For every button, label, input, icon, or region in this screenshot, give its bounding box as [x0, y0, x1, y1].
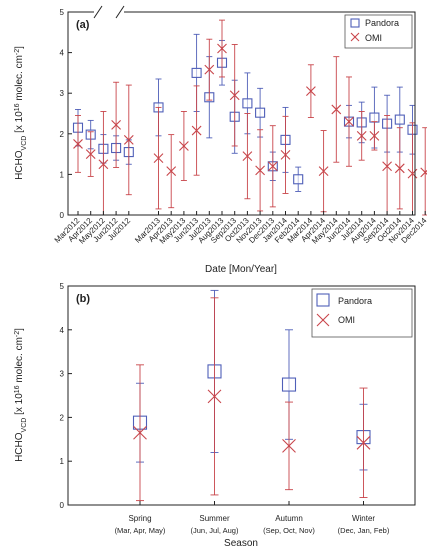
panel-a-xlabel: Date [Mon/Year] — [205, 264, 277, 275]
y-tick-label: 0 — [60, 211, 65, 220]
x-tick-sublabel: (Dec, Jan, Feb) — [338, 526, 390, 535]
omi-point — [356, 130, 367, 141]
x-tick-sublabel: (Sep, Oct, Nov) — [263, 526, 315, 535]
omi-point — [242, 151, 253, 162]
y-tick-label: 4 — [60, 326, 65, 335]
legend-pandora-marker — [316, 293, 330, 307]
omi-point — [369, 130, 380, 141]
omi-point — [111, 119, 121, 130]
y-tick-label: 4 — [60, 49, 65, 58]
legend-pandora-label: Pandora — [338, 296, 372, 306]
panel-a-label: (a) — [76, 19, 90, 31]
y-tick-label: 0 — [60, 501, 65, 510]
panel-b-legend: Pandora OMI — [311, 288, 413, 338]
omi-point — [123, 135, 134, 145]
legend-box — [344, 14, 413, 49]
omi-point — [280, 150, 291, 160]
omi-point — [217, 43, 227, 54]
panel-b-frame — [67, 285, 416, 506]
x-tick-sublabel: (Jun, Jul, Aug) — [191, 526, 239, 535]
panel-b-xlabel: Season — [224, 538, 258, 549]
legend-pandora-label: Pandora — [365, 18, 399, 28]
omi-point — [394, 163, 405, 174]
omi-point — [420, 167, 427, 178]
legend-omi-label: OMI — [365, 33, 382, 43]
omi-point — [179, 141, 189, 151]
x-tick-label: Spring — [128, 514, 151, 523]
pandora-point — [394, 114, 405, 125]
legend-omi-label: OMI — [338, 315, 355, 325]
panel-a-ylabel: HCHOVCD [x 1016 molec. cm-2] — [14, 46, 28, 180]
omi-point — [229, 90, 240, 101]
omi-point — [255, 165, 265, 176]
pandora-point — [293, 174, 304, 185]
omi-point — [356, 435, 371, 450]
omi-point — [306, 86, 316, 97]
omi-point — [98, 159, 109, 170]
panel-b: (b) 0 1 2 3 4 5 Spring (Mar, Apr, May) Summer (J… — [14, 282, 416, 549]
legend-omi-marker — [350, 32, 360, 42]
pandora-point — [242, 98, 253, 109]
x-tick-label: Autumn — [275, 514, 303, 523]
omi-point — [166, 166, 177, 177]
omi-point — [153, 153, 164, 164]
panel-b-label: (b) — [76, 293, 90, 305]
pandora-point — [191, 67, 202, 78]
x-tick-label: Summer — [199, 514, 230, 523]
omi-point — [344, 116, 354, 127]
y-tick-label: 1 — [60, 170, 65, 179]
omi-point — [318, 166, 329, 177]
y-tick-label: 2 — [60, 130, 65, 139]
y-tick-label: 1 — [60, 457, 65, 466]
x-tick-sublabel: (Mar, Apr, May) — [115, 526, 166, 535]
pandora-point — [281, 377, 297, 392]
y-tick-label: 3 — [60, 89, 65, 98]
legend-pandora-marker — [350, 18, 360, 28]
pandora-point — [369, 112, 380, 123]
omi-point — [133, 425, 147, 440]
omi-point — [382, 161, 392, 172]
y-tick-label: 3 — [60, 370, 65, 379]
omi-point — [73, 139, 83, 149]
omi-point — [207, 389, 222, 404]
y-tick-label: 2 — [60, 413, 65, 422]
omi-point — [267, 161, 278, 172]
legend-omi-marker — [316, 313, 330, 327]
y-tick-label: 5 — [60, 8, 65, 17]
axis-break-top — [93, 5, 125, 19]
omi-point — [204, 64, 215, 75]
omi-point — [85, 149, 96, 159]
x-tick-label: Winter — [352, 514, 375, 523]
omi-point — [282, 438, 296, 453]
omi-point — [191, 125, 202, 136]
y-tick-label: 5 — [60, 282, 65, 291]
panel-b-ylabel: HCHOVCD [x 1016 molec. cm-2] — [14, 328, 28, 462]
panel-a-frame — [67, 11, 416, 216]
omi-point — [331, 104, 342, 115]
panel-a-legend: Pandora OMI — [344, 14, 413, 49]
pandora-point — [255, 107, 266, 118]
